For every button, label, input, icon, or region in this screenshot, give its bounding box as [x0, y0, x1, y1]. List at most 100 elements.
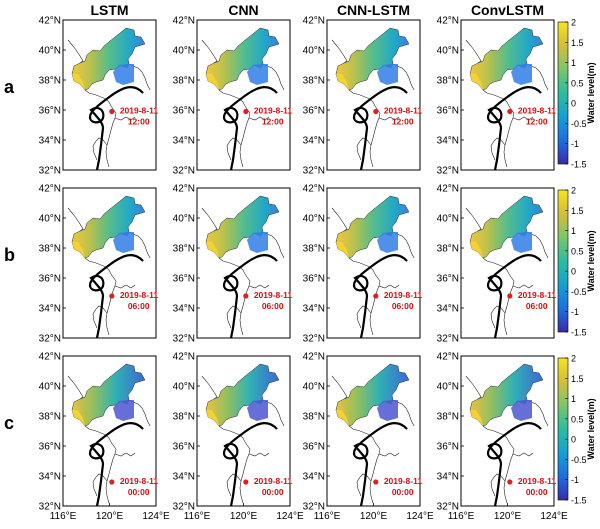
high-water-region [72, 74, 85, 90]
column-title: LSTM [90, 2, 128, 18]
time-label: 00:00 [128, 487, 150, 497]
lat-tick-label: 40°N [39, 214, 61, 225]
lat-tick-label: 36°N [303, 274, 325, 285]
water-level-field-east [113, 232, 134, 253]
lat-tick-label: 32°N [39, 166, 61, 177]
lon-tick-label: 116°E [184, 511, 211, 522]
lat-tick-label: 40°N [173, 46, 195, 57]
lat-tick-label: 42°N [437, 184, 459, 195]
typhoon-position-marker [109, 108, 115, 115]
lat-tick-label: 32°N [303, 502, 325, 513]
water-level-field-east [377, 232, 398, 253]
lat-tick-label: 38°N [437, 412, 459, 423]
date-label: 2019-8-11 [120, 290, 159, 300]
typhoon-position-marker [109, 293, 115, 299]
lat-tick-label: 42°N [303, 352, 325, 363]
lat-tick-label: 32°N [39, 334, 61, 345]
column-title: CNN-LSTM [337, 2, 410, 18]
lat-tick-label: 32°N [437, 502, 459, 513]
lat-tick-label: 32°N [303, 166, 325, 177]
lat-tick-label: 42°N [303, 16, 325, 27]
water-level-field-east [377, 64, 398, 85]
date-label: 2019-8-11 [518, 476, 557, 486]
time-label: 00:00 [392, 487, 414, 497]
water-level-field-east [113, 400, 134, 421]
lat-tick-label: 32°N [303, 334, 325, 345]
colorbar-tick-label: 1.5 [571, 206, 584, 216]
time-label: 00:00 [262, 487, 284, 497]
colorbar-tick-label: -1 [571, 475, 579, 485]
lat-tick-label: 34°N [303, 472, 325, 483]
water-level-field [335, 195, 410, 259]
lat-tick-label: 32°N [437, 334, 459, 345]
water-level-field-east [511, 64, 532, 85]
typhoon-position-marker [373, 293, 379, 299]
lat-tick-label: 42°N [39, 184, 61, 195]
water-level-field [205, 27, 280, 91]
typhoon-track [222, 86, 278, 171]
high-water-region [336, 74, 349, 90]
typhoon-position-marker [507, 293, 513, 299]
lat-tick-label: 42°N [173, 352, 195, 363]
colorbar-tick-label: 1 [571, 226, 576, 236]
lat-tick-label: 32°N [39, 502, 61, 513]
lat-tick-label: 34°N [437, 472, 459, 483]
lat-tick-label: 34°N [303, 136, 325, 147]
colorbar: 2 1.5 1 0.5 0 -0.5 -1 -1.5 Water level(m) [557, 186, 596, 338]
water-level-field [71, 195, 146, 259]
high-water-region [72, 410, 85, 426]
lat-tick-label: 38°N [39, 244, 61, 255]
lat-tick-label: 36°N [437, 442, 459, 453]
colorbar-tick-label: 2 [571, 18, 576, 28]
water-level-field-east [247, 400, 268, 421]
column-title: CNN [228, 2, 258, 18]
date-label: 2019-8-11 [518, 290, 557, 300]
lat-tick-label: 36°N [173, 442, 195, 453]
lat-tick-label: 42°N [39, 352, 61, 363]
typhoon-position-marker [243, 108, 249, 115]
water-level-field [71, 27, 146, 91]
water-level-field-east [247, 232, 268, 253]
date-label: 2019-8-11 [384, 476, 423, 486]
typhoon-track [352, 86, 408, 171]
water-level-field [469, 363, 544, 427]
water-level-field-east [113, 64, 134, 85]
typhoon-position-marker [373, 479, 379, 485]
lat-tick-label: 38°N [173, 244, 195, 255]
typhoon-track [352, 422, 408, 507]
colorbar-tick-label: 0 [571, 99, 576, 109]
lat-tick-label: 34°N [39, 472, 61, 483]
colorbar-scale [557, 357, 569, 501]
lat-tick-label: 34°N [303, 304, 325, 315]
lat-tick-label: 32°N [173, 502, 195, 513]
water-level-field-east [511, 232, 532, 253]
lat-tick-label: 42°N [303, 184, 325, 195]
lat-tick-label: 40°N [303, 382, 325, 393]
time-label: 06:00 [128, 301, 150, 311]
lat-tick-label: 42°N [173, 184, 195, 195]
lat-tick-label: 32°N [173, 166, 195, 177]
typhoon-position-marker [243, 479, 249, 485]
lat-tick-label: 34°N [39, 136, 61, 147]
colorbar-label: Water level(m) [586, 62, 596, 123]
water-level-field-east [247, 64, 268, 85]
lat-tick-label: 38°N [173, 412, 195, 423]
row-label: a [4, 77, 15, 97]
high-water-region [336, 242, 349, 258]
lon-tick-label: 120°E [230, 511, 258, 522]
water-level-field-east [511, 400, 532, 421]
lat-tick-label: 38°N [437, 244, 459, 255]
lat-tick-label: 38°N [39, 76, 61, 87]
colorbar-tick-label: -0.5 [571, 455, 587, 465]
date-label: 2019-8-11 [518, 106, 557, 116]
typhoon-track [88, 86, 144, 171]
high-water-region [206, 410, 219, 426]
date-label: 2019-8-11 [384, 290, 423, 300]
colorbar-tick-label: -1 [571, 139, 579, 149]
lat-tick-label: 38°N [173, 76, 195, 87]
